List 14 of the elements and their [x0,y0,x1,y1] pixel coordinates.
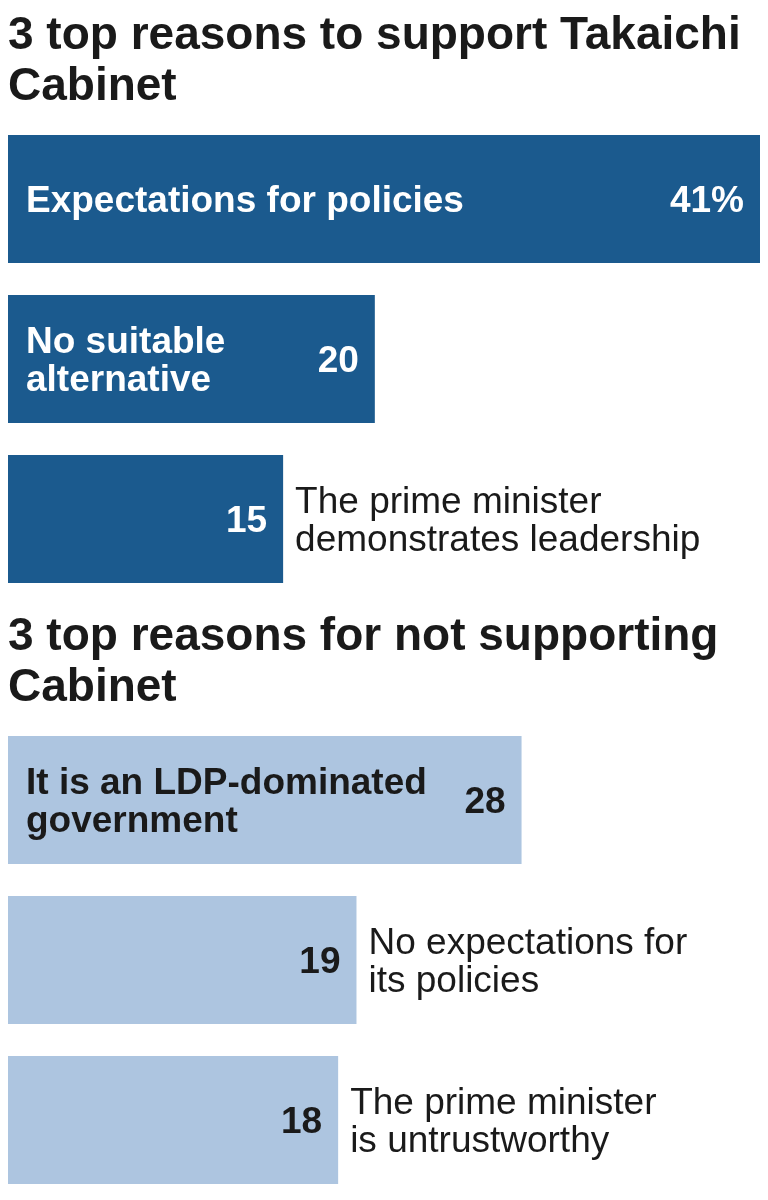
y-tick-label: The prime minister is untrustworthy [350,1080,657,1161]
category-label: The prime minister demonstrates leadership [295,479,701,560]
category-label: No suitable alternative [26,319,226,400]
data-label: 18 [280,1099,323,1141]
y-tick-label: It is an LDP-dominated government [26,760,427,841]
data-label: 15 [225,498,268,540]
category-label: Expectations for policies [26,178,464,220]
chart-title: 3 top reasons to support Takaichi Cabinet [8,7,742,110]
y-tick-label: No expectations for its policies [368,920,688,1001]
data-label: 19 [299,939,341,981]
data-label: 28 [464,779,506,821]
chart-title: 3 top reasons for not supporting Cabinet [8,608,720,711]
data-label: 41% [669,178,744,220]
data-label: 20 [317,338,359,380]
